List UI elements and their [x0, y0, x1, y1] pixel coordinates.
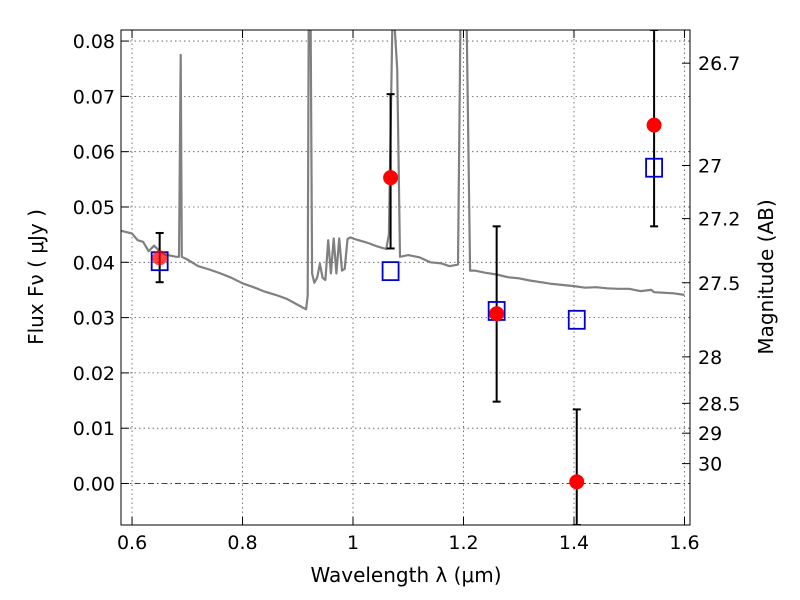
x-tick-label: 0.6: [117, 532, 147, 554]
y-tick-label: 0.01: [73, 418, 115, 440]
y-tick-label: 0.04: [73, 252, 115, 274]
y2-tick-label: 28: [698, 347, 722, 369]
x-tick-label: 1.6: [669, 532, 699, 554]
y-tick-label: 0.06: [73, 142, 115, 164]
model-photometry-square: [381, 261, 400, 282]
observed-point: [152, 250, 168, 266]
axes: 0.6 0.8 1 1.2 1.4 1.6 0.00 0.01 0.02 0.03 0.04 0.05…: [73, 30, 740, 554]
model-spectrum-line: [121, 30, 685, 311]
plot-area: [121, 30, 685, 525]
x-tick-label: 1: [347, 532, 359, 554]
x-tick-label: 0.8: [227, 532, 257, 554]
y2-tick-label: 28.5: [698, 393, 740, 415]
model-photometry-square: [567, 309, 586, 330]
y-tick-label: 0.00: [73, 474, 115, 496]
x-tick-label: 1.4: [559, 532, 589, 554]
y2-tick-label: 27.2: [698, 209, 740, 231]
y2-axis-title: Magnitude (AB): [754, 199, 778, 354]
y-tick-label: 0.07: [73, 86, 115, 108]
observed-point: [383, 170, 399, 186]
y2-tick-label: 30: [698, 454, 722, 476]
observed-point: [646, 117, 662, 133]
y2-tick-label: 27.5: [698, 273, 740, 295]
y-tick-label: 0.02: [73, 363, 115, 385]
plot-frame: [120, 29, 691, 526]
y-tick-label: 0.08: [73, 31, 115, 53]
x-tick-label: 1.2: [448, 532, 478, 554]
observed-point: [489, 306, 505, 322]
y2-tick-label: 27: [698, 156, 722, 178]
y2-tick-label: 26.7: [698, 53, 740, 75]
y-tick-label: 0.03: [73, 308, 115, 330]
y-tick-label: 0.05: [73, 197, 115, 219]
model-photometry-square: [645, 157, 663, 178]
observed-point: [569, 474, 585, 490]
y2-tick-label: 29: [698, 423, 722, 445]
y-axis-title: Flux Fν ( μJy ): [24, 209, 48, 345]
x-axis-title: Wavelength λ (μm): [310, 563, 501, 587]
grid: [121, 30, 690, 525]
